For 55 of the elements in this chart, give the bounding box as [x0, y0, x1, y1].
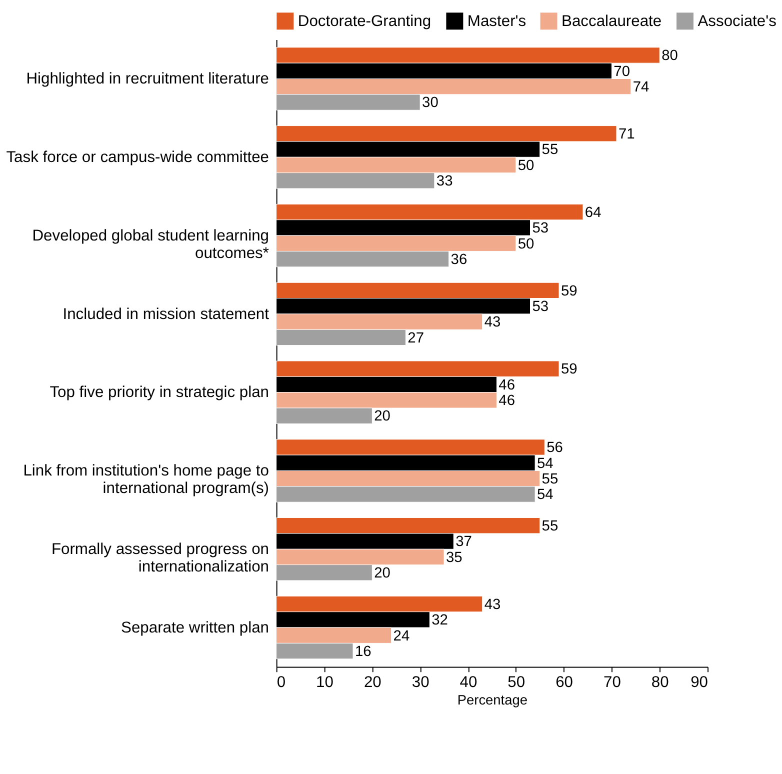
data-label: 46 — [498, 377, 516, 394]
data-label: 32 — [432, 612, 448, 629]
data-label: 43 — [484, 596, 501, 613]
data-label: 53 — [532, 298, 549, 315]
y-tick-label: Separate written plan — [121, 619, 269, 636]
x-tick-label: 80 — [651, 674, 670, 691]
data-label: 74 — [632, 79, 650, 96]
x-tick-label: 70 — [603, 674, 622, 691]
data-label: 43 — [484, 314, 501, 331]
data-label: 24 — [393, 628, 410, 644]
x-tick-label: 50 — [508, 674, 526, 691]
data-label: 54 — [537, 487, 554, 504]
x-tick-label: 40 — [460, 674, 478, 691]
x-tick-label: 30 — [412, 674, 430, 691]
legend-label: Doctorate-Granting — [298, 12, 432, 30]
x-tick-label: 0 — [276, 674, 286, 691]
data-label: 46 — [498, 393, 516, 410]
y-tick-label: Link from institution's home page to international program(s) — [23, 462, 270, 498]
legend-label: Associate's — [698, 12, 777, 30]
data-label: 36 — [450, 252, 468, 268]
data-label: 80 — [662, 48, 678, 64]
data-label: 64 — [584, 204, 602, 221]
x-axis-title: Percentage — [457, 692, 528, 708]
data-label: 71 — [618, 126, 635, 143]
y-tick-label: Top five priority in strategic plan — [50, 384, 269, 402]
data-label: 33 — [436, 174, 453, 190]
x-tick-label: 20 — [364, 674, 382, 691]
data-label: 53 — [532, 220, 549, 237]
data-label: 55 — [542, 518, 558, 534]
data-label: 20 — [374, 566, 390, 582]
data-label: 59 — [560, 283, 578, 300]
data-label: 27 — [408, 330, 424, 346]
y-tick-label: Included in mission statement — [62, 306, 270, 323]
data-label: 16 — [354, 644, 372, 660]
data-label: 54 — [537, 456, 554, 472]
y-tick-label: Task force or campus-wide committee — [6, 149, 270, 166]
data-label: 50 — [518, 158, 534, 174]
data-label: 20 — [374, 408, 390, 425]
data-label: 30 — [422, 95, 438, 112]
x-tick-label: 10 — [316, 674, 334, 691]
data-label: 55 — [542, 471, 558, 488]
x-tick-label: 90 — [690, 674, 708, 691]
legend-label: Master's — [467, 12, 526, 30]
y-tick-label: Developed global student learning outcomes* — [32, 227, 269, 262]
y-tick-label: Formally assessed progress on internationalization — [51, 541, 269, 576]
data-label: 35 — [446, 550, 462, 566]
x-tick-label: 60 — [556, 674, 574, 691]
legend-label: Baccalaureate — [562, 12, 662, 30]
data-label: 37 — [456, 534, 472, 550]
data-label: 55 — [542, 142, 558, 158]
data-label: 50 — [518, 236, 534, 252]
y-tick-label: Highlighted in recruitment literature — [26, 70, 270, 88]
data-label: 59 — [560, 362, 578, 378]
data-label: 56 — [546, 440, 563, 456]
data-label: 70 — [614, 64, 630, 80]
